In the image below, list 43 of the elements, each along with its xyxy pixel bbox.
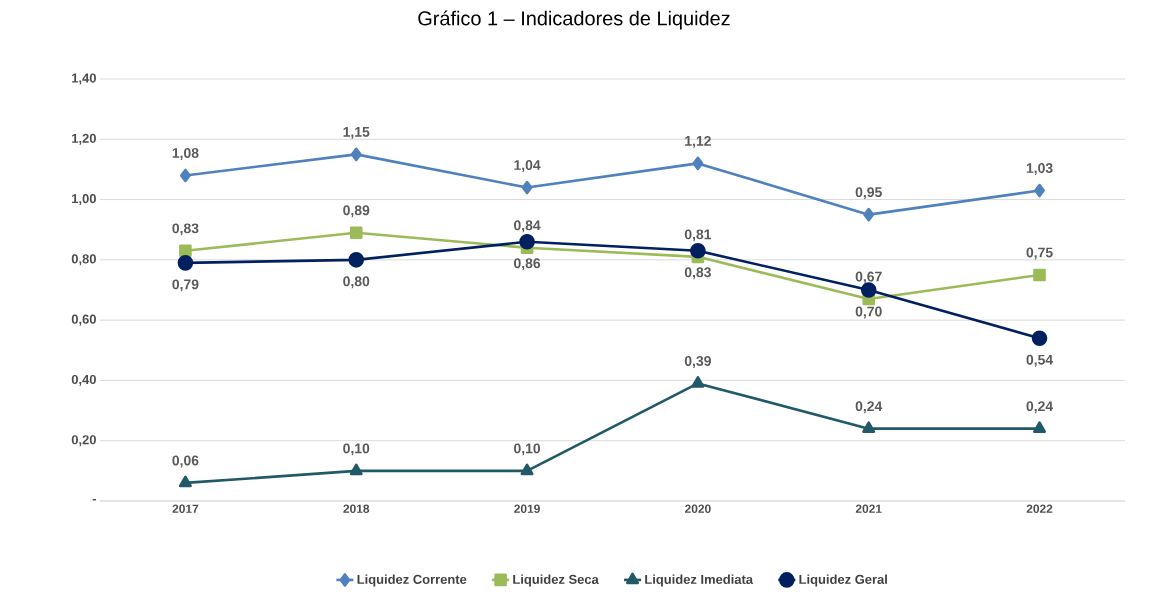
data-label: 0,81 [684,229,712,242]
y-tick-label: 1,20 [72,133,96,145]
data-label: 0,10 [343,443,370,456]
y-tick-label: - [92,498,96,501]
data-label: 0,10 [514,443,541,456]
data-label: 1,08 [172,148,199,160]
chart-title: Gráfico 1 – Indicadores de Liquidez [418,10,730,30]
data-label: 0,80 [343,276,370,289]
y-tick-label: 0,60 [71,314,96,326]
data-label: 0,70 [855,306,882,319]
data-label: 0,86 [514,258,541,271]
data-label: 0,95 [855,187,882,200]
data-label: 0,84 [514,220,541,233]
data-label: 0,24 [855,401,883,414]
x-tick-label: 2020 [685,504,711,513]
data-label: 0,83 [172,223,199,236]
x-tick-label: 2019 [514,504,540,513]
data-label: 1,03 [1026,163,1053,175]
data-label: 0,89 [343,205,370,218]
y-tick-label: 0,40 [71,374,96,386]
data-label: 0,54 [1026,354,1054,367]
y-tick-label: 1,40 [72,73,96,85]
data-label: 0,67 [855,271,882,284]
data-label: 0,79 [172,279,199,292]
legend-label: Liquidez Geral [799,574,887,587]
data-label: 1,12 [685,135,711,148]
data-label: 0,39 [684,356,711,368]
legend-label: Liquidez Corrente [357,574,467,587]
data-label: 0,75 [1026,247,1053,260]
x-tick-label: 2017 [172,504,199,513]
x-tick-label: 2021 [855,504,882,513]
data-label: 0,24 [1026,401,1054,414]
y-tick-label: 0,20 [71,435,96,447]
y-tick-label: 0,80 [71,254,96,266]
data-label: 0,83 [684,267,711,280]
legend-label: Liquidez Imediata [645,574,754,587]
data-label: 1,15 [343,127,370,139]
x-tick-label: 2018 [343,504,370,513]
legend-label: Liquidez Seca [513,574,599,587]
data-label: 1,04 [514,160,541,172]
y-tick-label: 1,00 [72,194,96,206]
x-tick-label: 2022 [1026,504,1053,513]
data-label: 0,06 [172,455,199,468]
